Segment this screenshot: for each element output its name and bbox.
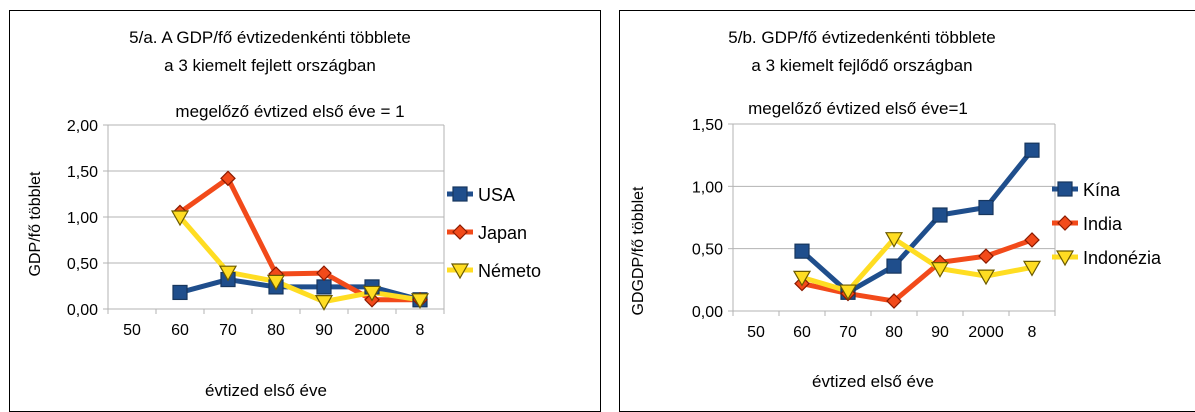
data-point-indonézia [792,270,812,287]
chart-a-ylabel: GDP/fő többlet [27,171,44,277]
data-point-németo [218,265,238,282]
chart-a-legend: USA Japan Németo [447,185,541,281]
data-point-kína [978,199,994,216]
x-tick-label: 70 [839,324,857,341]
chart-a-title: 5/a. A GDP/fő évtizedenkénti többlete [129,28,411,47]
x-tick-label: 8 [416,322,425,339]
y-tick-label: 0,50 [67,256,98,273]
x-tick-label: 50 [747,324,765,341]
x-tick-label: 90 [931,324,949,341]
chart-b-svg: 5/b. GDP/fő évtizedenkénti többlete a 3 … [630,28,1162,391]
data-point-németo [410,293,430,310]
legend-label-kína: Kína [1083,180,1121,200]
chart-b-subtitle: a 3 kiemelt fejlődő országban [751,56,972,75]
chart-b-xlabel: évtized első éve [812,372,934,391]
y-tick-label: 0,00 [692,304,723,321]
chart-panel-a: 5/a. A GDP/fő évtizedenkénti többlete a … [9,10,601,412]
x-tick-label: 80 [267,322,285,339]
data-point-india [1024,232,1040,248]
series-line-indonézia [801,236,1033,294]
data-point-németo [170,210,190,227]
data-point-kína [794,243,810,259]
series-line-usa [179,277,421,303]
data-point-usa [316,279,332,295]
chart-a-xlabel: évtized első éve [205,381,327,400]
y-tick-label: 1,50 [67,164,98,181]
legend-label-németo: Németo [478,261,541,281]
chart-b-legend: Kína India Indonézia [1052,180,1162,268]
data-point-india [978,248,994,264]
x-tick-label: 60 [793,324,811,341]
series-line-india [801,237,1033,304]
chart-a-note: megelőző évtized első éve = 1 [175,102,404,121]
data-point-németo [314,295,334,311]
legend-marker-németo [450,263,470,280]
legend-label-usa: USA [478,185,515,205]
data-point-indonézia [930,262,950,278]
data-point-kína [886,258,902,274]
data-point-kína [1024,142,1040,158]
series-line-japan [178,175,420,303]
x-tick-label: 80 [885,324,903,341]
legend-label-india: India [1083,214,1123,234]
y-tick-label: 1,50 [692,117,723,134]
chart-a-subtitle: a 3 kiemelt fejlett országban [164,56,376,75]
data-point-németo [266,274,286,291]
chart-b-plot: 0,00 0,50 1,00 1,50 50 60 70 80 90 2000 8 [692,117,1056,341]
data-point-japan [220,170,236,187]
legend-marker-kína [1057,181,1073,197]
chart-a-plot: 0,00 0,50 1,00 1,50 2,00 50 60 70 80 90 2000 8 [67,118,445,339]
y-tick-label: 1,00 [67,210,98,227]
data-point-indonézia [884,232,904,248]
x-tick-label: 8 [1028,324,1037,341]
data-point-kína [932,207,948,223]
x-tick-label: 2000 [968,324,1004,341]
data-point-indonézia [976,269,996,286]
x-tick-label: 70 [219,322,237,339]
y-tick-label: 0,50 [692,242,723,259]
series-line-németo [178,215,421,305]
data-point-indonézia [838,284,858,301]
chart-panel-b: 5/b. GDP/fő évtizedenkénti többlete a 3 … [619,10,1195,412]
data-point-usa [172,284,188,301]
legend-marker-india [1057,215,1073,231]
x-tick-label: 60 [171,322,189,339]
legend-marker-usa [452,186,468,202]
y-tick-label: 0,00 [67,302,98,319]
legend-marker-japan [452,224,468,240]
data-point-németo [362,285,382,302]
legend-label-japan: Japan [478,223,527,243]
data-point-japan [316,265,332,281]
x-tick-label: 90 [315,322,333,339]
y-tick-label: 1,00 [692,179,723,196]
chart-b-ylabel: GDGDP/fő többlet [630,186,647,316]
data-point-indonézia [1022,260,1042,277]
x-tick-label: 50 [123,322,141,339]
y-tick-label: 2,00 [67,118,98,135]
legend-label-indonézia: Indonézia [1083,248,1162,268]
chart-a-svg: 5/a. A GDP/fő évtizedenkénti többlete a … [27,28,541,400]
x-tick-label: 2000 [354,322,390,339]
series-line-kína [800,148,1034,295]
data-point-india [886,293,902,309]
chart-b-note: megelőző évtized első éve=1 [748,99,968,118]
legend-marker-indonézia [1055,250,1075,267]
chart-b-title: 5/b. GDP/fő évtizedenkénti többlete [728,28,995,47]
